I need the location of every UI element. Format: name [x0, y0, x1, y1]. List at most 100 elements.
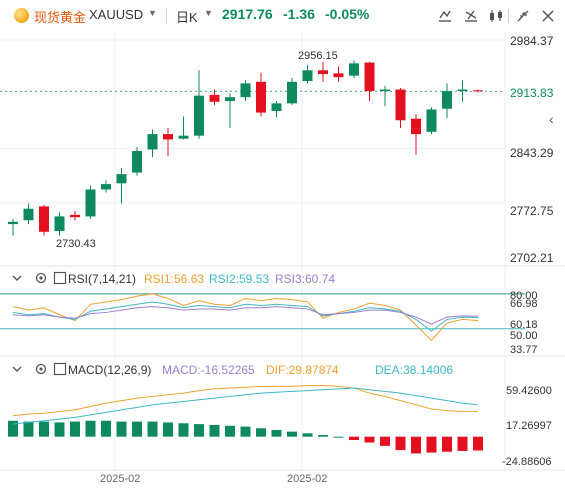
divider	[508, 9, 509, 23]
candle-body	[333, 73, 344, 78]
macd-bar	[395, 436, 406, 451]
candle-body	[380, 89, 390, 92]
rsi-axis-label: 50.00	[510, 330, 538, 342]
candle-body	[364, 62, 375, 92]
macd-axis-label: -24.88606	[502, 456, 552, 468]
divider	[166, 9, 167, 23]
candle-body	[54, 216, 65, 232]
candle-body	[116, 174, 127, 184]
symbol-code[interactable]: XAUUSD	[89, 7, 144, 22]
candle-body	[209, 94, 220, 102]
candle-body	[442, 91, 452, 109]
collapse-panel-icon[interactable]: ‹	[549, 111, 554, 127]
candle-body	[194, 95, 204, 136]
rsi-title: RSI(7,14,21)	[68, 272, 137, 286]
macd-bar	[163, 422, 173, 437]
macd-bar	[271, 429, 282, 437]
candle-body	[178, 135, 189, 139]
macd-bar	[457, 436, 468, 451]
candle-body	[132, 151, 142, 173]
rsi-axis-label: 33.77	[510, 344, 538, 356]
candle-body	[85, 189, 96, 217]
date-label: 2025-02	[287, 473, 328, 485]
macd-bar	[256, 428, 266, 437]
macd-bar	[8, 420, 18, 437]
candle-body	[318, 70, 328, 75]
macd-bar	[364, 436, 375, 443]
rsi2-value: RSI2:59.53	[209, 272, 270, 286]
price-change-percent: -0.05%	[325, 6, 370, 22]
macd-line-dea	[12, 387, 479, 425]
eye-icon[interactable]	[10, 362, 24, 376]
macd-bar	[287, 431, 297, 437]
period-dropdown-icon[interactable]: ▼	[204, 8, 213, 18]
price-axis-label: 2702.21	[510, 251, 554, 265]
macd-bar	[302, 433, 313, 437]
eye-icon[interactable]	[10, 271, 24, 285]
compare-icon[interactable]	[488, 8, 504, 24]
rsi-line-rsi2	[12, 301, 479, 332]
rsi1-value: RSI1:56.63	[144, 272, 205, 286]
rsi-axis-label: 80.00	[510, 290, 538, 302]
macd-bar	[194, 424, 204, 437]
low-price-annotation: 2730.43	[56, 238, 96, 250]
candle-body	[457, 89, 468, 92]
rsi-line-rsi3	[12, 306, 479, 325]
macd-bar	[225, 425, 235, 437]
macd-bar	[333, 436, 344, 438]
candle-body	[240, 83, 251, 98]
macd-axis-label: 17.26997	[506, 420, 552, 432]
close-icon[interactable]	[540, 8, 556, 24]
symbol-dropdown-icon[interactable]: ▼	[148, 8, 157, 18]
macd-bar	[473, 436, 483, 451]
candle-body	[349, 63, 359, 76]
date-label: 2025-02	[100, 473, 141, 485]
price-axis-label: 2984.37	[510, 34, 554, 48]
candle-body	[395, 89, 406, 121]
gear-icon[interactable]	[34, 271, 48, 285]
symbol-name[interactable]: 现货黄金	[34, 10, 87, 25]
macd-bar	[101, 420, 111, 437]
period-selector[interactable]: 日K	[176, 10, 198, 25]
macd-bar	[39, 421, 49, 437]
macd-bar	[178, 423, 189, 437]
macd-bar	[411, 436, 421, 454]
candle-body	[411, 118, 421, 135]
fullscreen-icon[interactable]	[515, 8, 531, 24]
dea-value: DEA:38.14006	[375, 363, 454, 377]
price-axis-label: 2843.29	[510, 146, 554, 160]
price-axis-label: 2913.83	[510, 86, 554, 100]
candle-body	[8, 221, 18, 225]
candle-body	[426, 109, 437, 132]
candle-body	[70, 214, 80, 218]
macd-bar	[132, 421, 142, 437]
candle-body	[256, 81, 266, 113]
indicator-icon[interactable]	[463, 8, 479, 24]
dif-value: DIF:29.87874	[266, 363, 339, 377]
candle-body	[271, 103, 282, 112]
macd-bar	[85, 420, 96, 437]
high-price-annotation: 2956.15	[298, 50, 338, 62]
price-axis-label: 2772.75	[510, 204, 554, 218]
toolbar: 现货黄金 XAUUSD ▼ 日K ▼ 2917.76 -1.36 -0.05%	[0, 0, 565, 32]
macd-line-dif	[12, 385, 479, 417]
macd-bar	[147, 421, 158, 437]
candle-body	[302, 70, 313, 82]
rsi-line-rsi1	[12, 293, 479, 342]
macd-bar	[380, 436, 390, 446]
gear-icon[interactable]	[34, 362, 48, 376]
candle-body	[473, 90, 483, 92]
candle-body	[225, 97, 235, 102]
macd-bar	[209, 424, 220, 437]
macd-bar	[240, 426, 251, 437]
candle-body	[23, 208, 34, 221]
chart-type-icon[interactable]	[437, 8, 453, 24]
indicator-settings-icon[interactable]	[53, 271, 67, 285]
candle-body	[287, 81, 297, 104]
macd-bar	[23, 421, 34, 437]
macd-bar	[442, 436, 452, 452]
indicator-settings-icon[interactable]	[53, 362, 67, 376]
rsi-axis-label: 60.18	[510, 319, 538, 331]
last-price: 2917.76	[222, 6, 273, 22]
